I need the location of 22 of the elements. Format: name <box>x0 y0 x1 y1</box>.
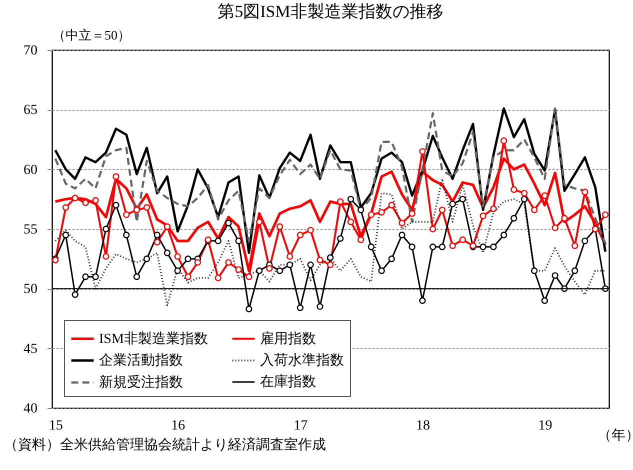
y-tick-label: 55 <box>24 222 38 238</box>
legend-label: 入荷水準指数 <box>260 352 344 368</box>
y-axis-title: （中立＝50） <box>52 28 130 42</box>
x-tick-label: 16 <box>171 418 186 434</box>
y-tick-label: 50 <box>24 282 38 298</box>
x-tick-label: 19 <box>538 418 552 434</box>
y-tick-label: 40 <box>24 402 38 416</box>
text: （資料）全米供給管理協会統計より経済調査室作成 <box>4 437 326 453</box>
legend-label: 新規受注指数 <box>99 374 183 390</box>
chart-title: 第5図ISM非製造業指数の推移 <box>218 2 444 21</box>
legend-label: 雇用指数 <box>260 330 316 347</box>
legend-label: ISM非製造業指数 <box>99 330 208 347</box>
y-tick-label: 60 <box>24 162 38 178</box>
x-tick-label: 17 <box>294 418 308 434</box>
x-tick-label: 15 <box>48 418 63 434</box>
y-tick-label: 45 <box>24 342 38 357</box>
x-axis-title: （年） <box>598 428 633 444</box>
x-tick-label: 18 <box>416 418 430 434</box>
legend-label: 企業活動指数 <box>99 352 183 368</box>
y-tick-label: 65 <box>24 103 38 118</box>
y-tick-label: 70 <box>24 44 38 58</box>
legend-label: 在庫指数 <box>260 374 316 390</box>
